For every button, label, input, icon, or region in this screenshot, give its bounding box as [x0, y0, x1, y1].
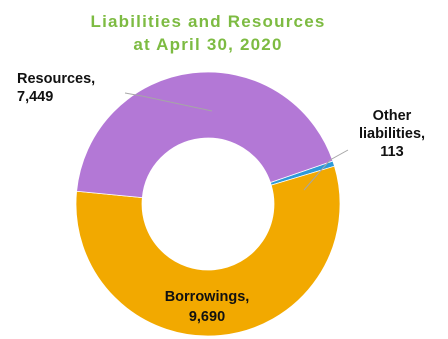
data-label-line: Resources, — [17, 71, 95, 87]
leader-lines — [124, 92, 349, 191]
donut-slices — [75, 71, 341, 337]
data-label-line: 113 — [380, 144, 403, 160]
chart-title-line-1: Liabilities and Resources — [90, 12, 325, 31]
data-label-other-liabilities: Other liabilities, 113 — [359, 108, 425, 160]
data-label-resources: Resources, 7,449 — [17, 71, 95, 105]
slice-resources — [76, 71, 334, 199]
data-label-borrowings: Borrowings, 9,690 — [165, 289, 250, 325]
data-label-line: Other — [373, 108, 412, 124]
data-label-line: 9,690 — [189, 309, 225, 325]
leader-line-other-liabilities — [303, 149, 349, 191]
slice-borrowings — [75, 165, 341, 337]
leader-line-resources — [124, 92, 213, 112]
chart-title-line-2: at April 30, 2020 — [133, 35, 282, 54]
data-label-line: Borrowings, — [165, 289, 250, 305]
data-labels: Other liabilities, 113 Borrowings, 9,690 Reso… — [17, 71, 425, 325]
data-label-line: 7,449 — [17, 89, 53, 105]
chart-title: Liabilities and Resources at April 30, 2… — [90, 12, 325, 54]
data-label-line: liabilities, — [359, 126, 425, 142]
